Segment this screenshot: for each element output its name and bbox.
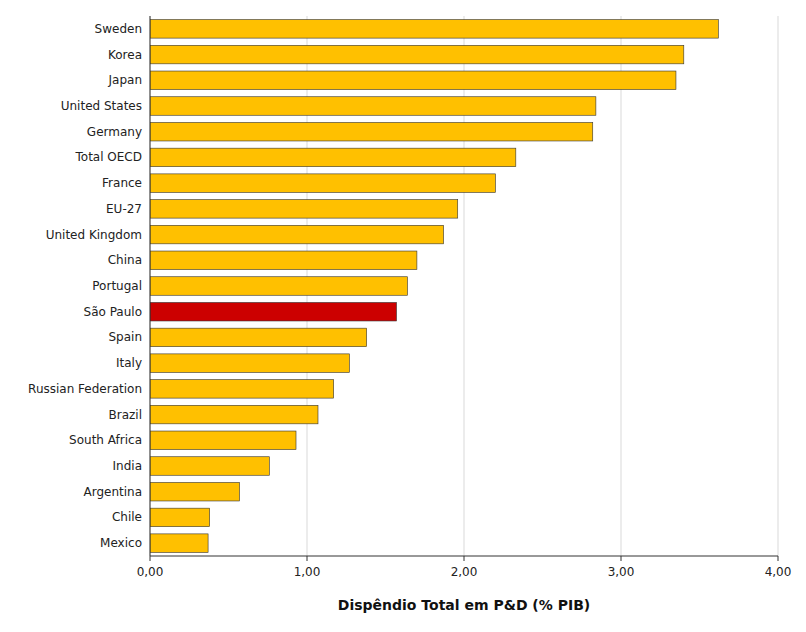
- chart-container: 0,00 1,00 2,00 3,00 4,00 Sweden Korea Japan Unit…: [0, 0, 806, 632]
- bar: [150, 97, 596, 116]
- category-label: Argentina: [83, 485, 142, 499]
- x-tick: [778, 556, 779, 561]
- bar: [150, 45, 684, 64]
- bar: [150, 302, 396, 321]
- x-tick-label: 2,00: [451, 565, 478, 579]
- category-label: Portugal: [92, 279, 142, 293]
- category-label: United Kingdom: [46, 228, 142, 242]
- x-tick-label: 1,00: [294, 565, 321, 579]
- bar: [150, 20, 718, 39]
- bar: [150, 405, 318, 424]
- bar: [150, 328, 367, 347]
- bar: [150, 482, 239, 501]
- bar: [150, 174, 495, 193]
- category-label: Germany: [87, 125, 142, 139]
- x-tick: [307, 556, 308, 561]
- bar: [150, 354, 349, 373]
- bars: [150, 20, 718, 553]
- category-label: São Paulo: [84, 305, 142, 319]
- category-label: United States: [61, 99, 142, 113]
- x-tick-label: 3,00: [608, 565, 635, 579]
- bar: [150, 200, 458, 219]
- category-label: Japan: [108, 73, 142, 87]
- x-tick-label: 0,00: [137, 565, 164, 579]
- bar: [150, 457, 269, 476]
- category-label: Mexico: [100, 536, 142, 550]
- bar: [150, 251, 417, 270]
- category-label: Spain: [108, 330, 142, 344]
- bar: [150, 148, 516, 167]
- y-axis-line: [150, 16, 151, 556]
- bar: [150, 225, 444, 244]
- category-label: South Africa: [69, 433, 142, 447]
- category-label: Italy: [116, 356, 142, 370]
- category-label: EU-27: [106, 202, 142, 216]
- bar: [150, 122, 593, 141]
- category-label: Chile: [112, 510, 142, 524]
- category-label: Korea: [108, 48, 142, 62]
- category-label: Total OECD: [75, 150, 143, 164]
- x-tick: [621, 556, 622, 561]
- bar: [150, 380, 334, 399]
- x-tick: [464, 556, 465, 561]
- grid-line: [621, 16, 622, 556]
- category-label: Brazil: [109, 408, 143, 422]
- chart: 0,00 1,00 2,00 3,00 4,00 Sweden Korea Japan Unit…: [0, 0, 806, 632]
- bar: [150, 277, 407, 296]
- x-tick-label: 4,00: [765, 565, 792, 579]
- grid: [150, 16, 778, 556]
- category-label: France: [102, 176, 142, 190]
- bar: [150, 71, 676, 90]
- axes: 0,00 1,00 2,00 3,00 4,00 Sweden Korea Japan Unit…: [28, 16, 791, 579]
- bar: [150, 431, 296, 450]
- bar: [150, 508, 210, 527]
- category-label: China: [108, 253, 142, 267]
- category-label: Russian Federation: [28, 382, 142, 396]
- bar: [150, 534, 208, 553]
- category-label: India: [113, 459, 142, 473]
- grid-line: [150, 16, 151, 556]
- grid-line: [778, 16, 779, 556]
- x-axis-label: Dispêndio Total em P&D (% PIB): [338, 597, 590, 613]
- category-label: Sweden: [95, 22, 142, 36]
- x-tick: [150, 556, 151, 561]
